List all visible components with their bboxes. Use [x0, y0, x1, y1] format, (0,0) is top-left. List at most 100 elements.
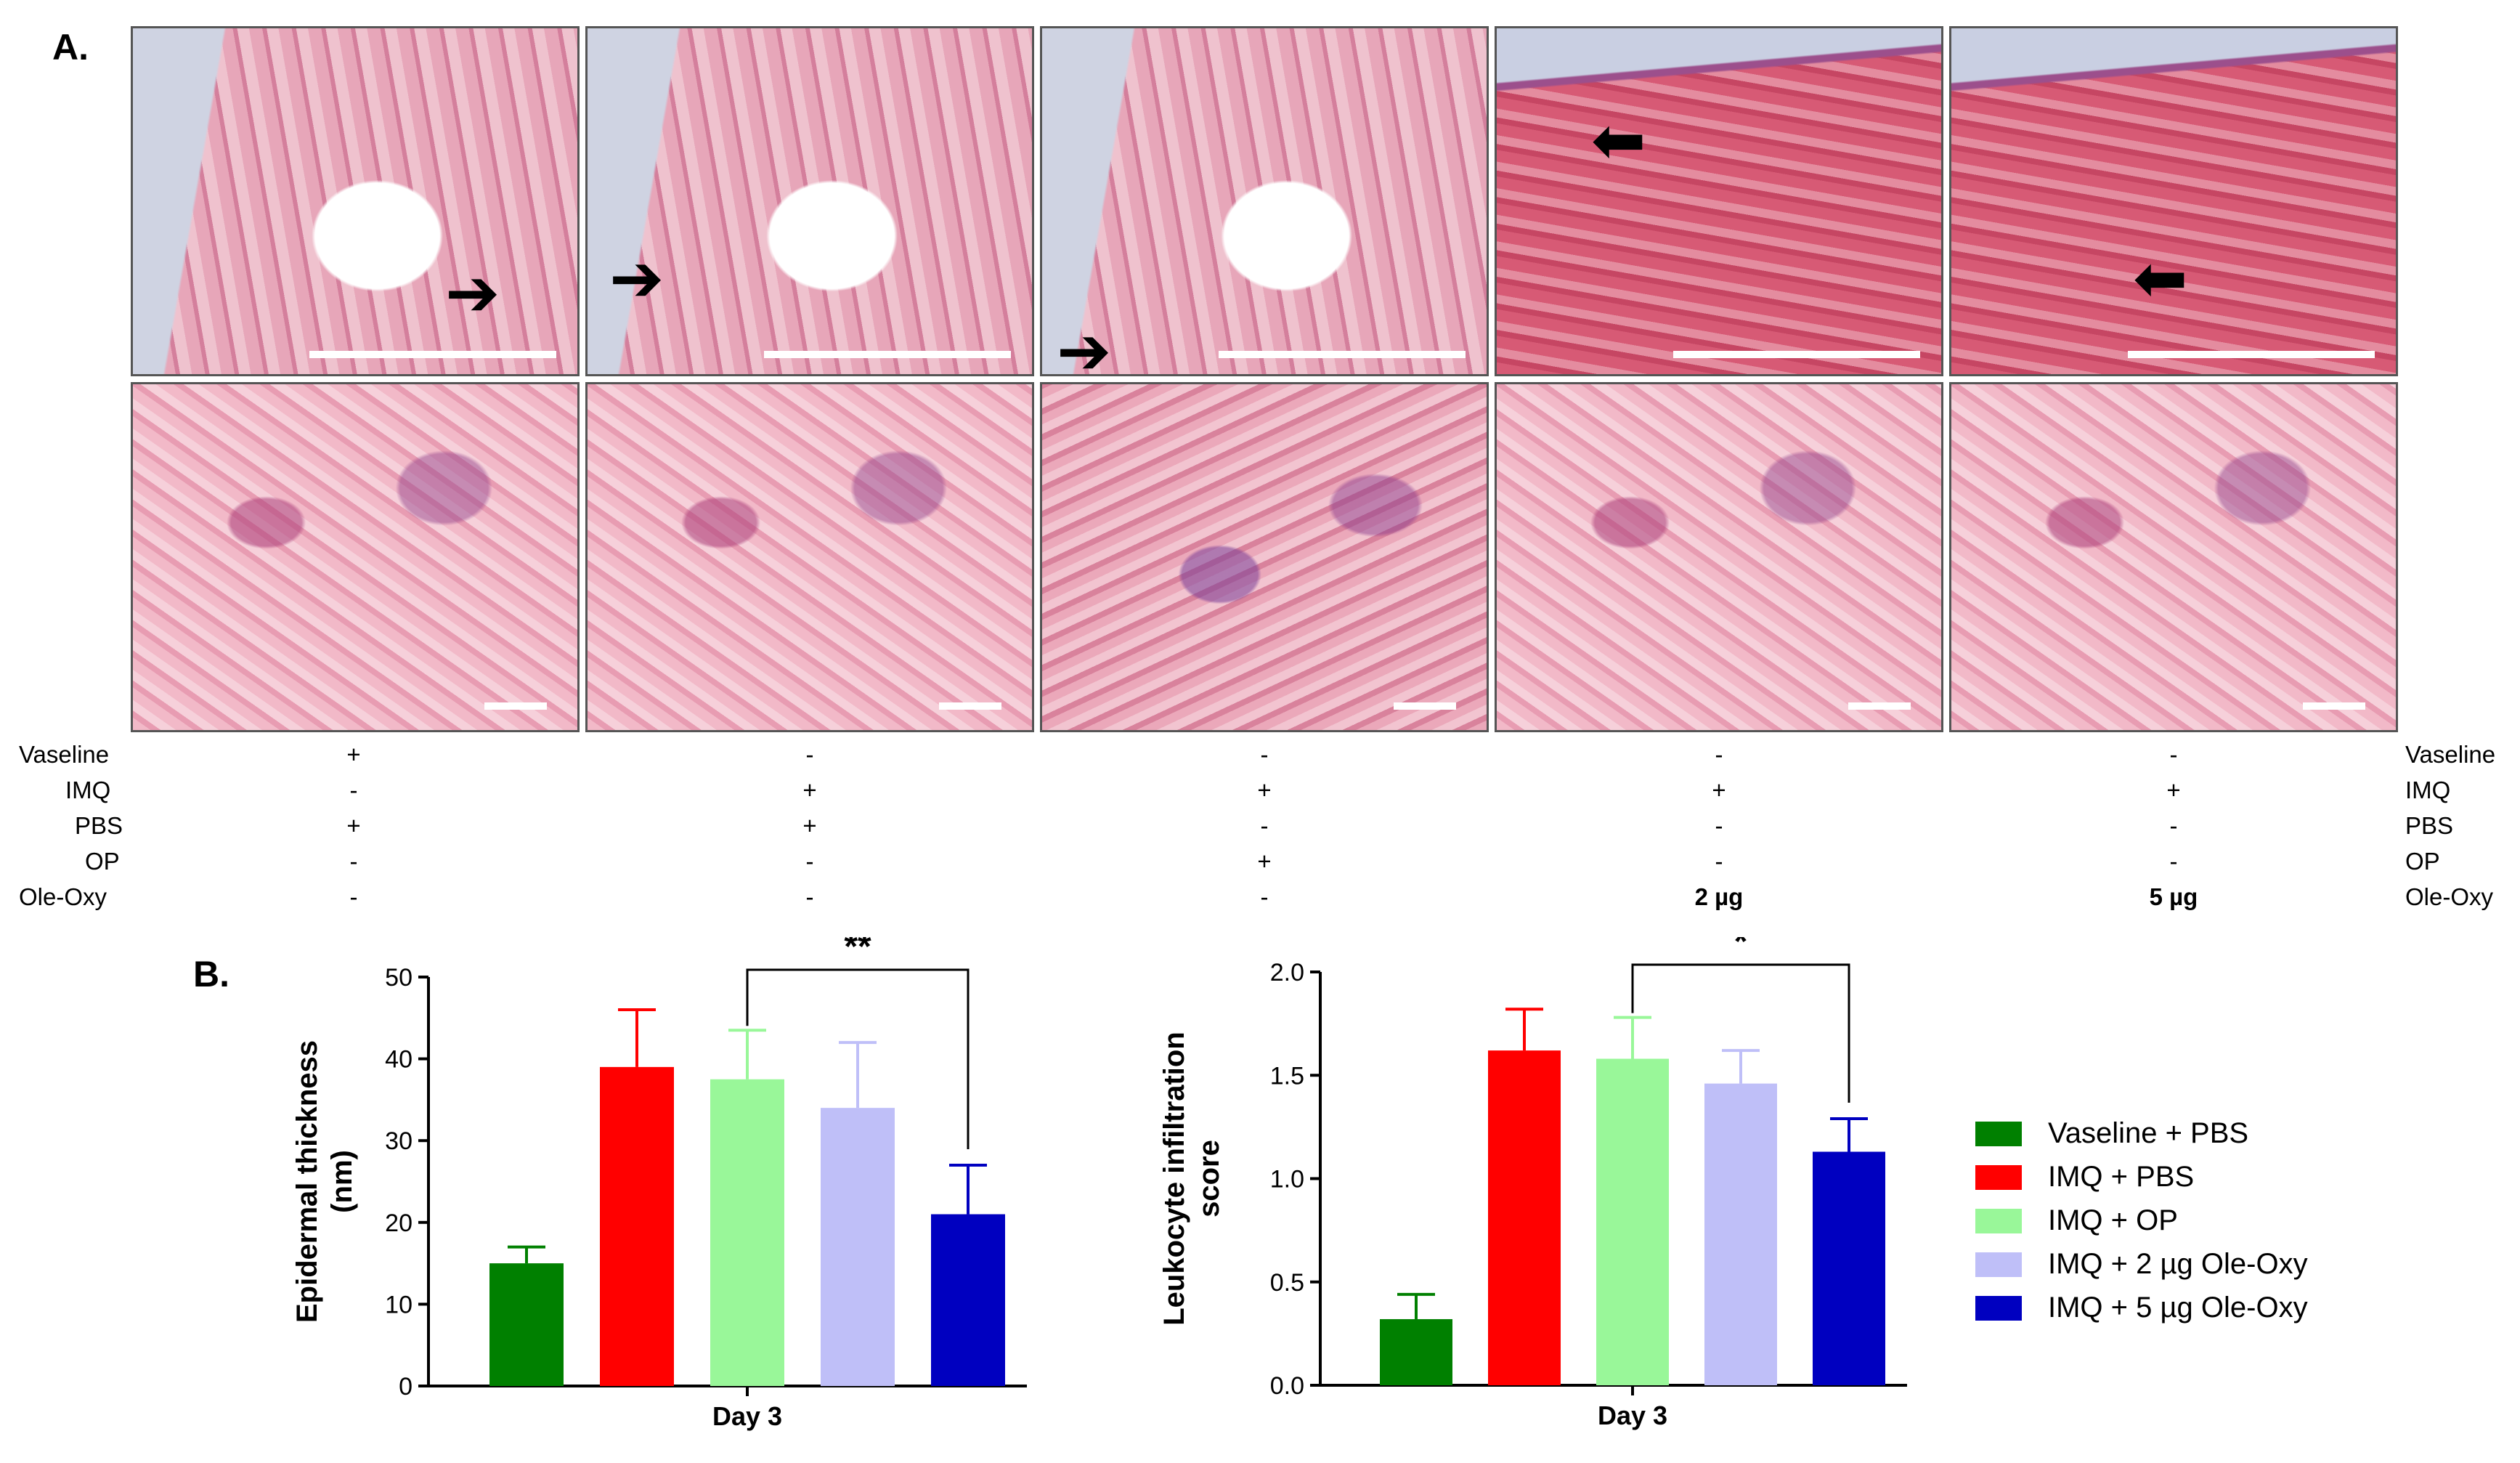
y-tick-label: 10 — [385, 1291, 412, 1318]
bar — [1813, 1151, 1885, 1385]
significance-label: ** — [844, 937, 871, 966]
legend-label: IMQ + PBS — [2048, 1161, 2195, 1193]
y-tick-label: 0 — [399, 1373, 412, 1401]
table-cell: + — [346, 741, 361, 768]
y-tick-label: 50 — [385, 964, 412, 992]
table-cell: - — [1260, 741, 1269, 768]
leukocyte-infiltration-chart: 0.0 0.5 1.0 1.5 2.0 Day 3 Leukocyte infiltrati… — [1158, 937, 1907, 1430]
x-axis-label: Day 3 — [1598, 1401, 1667, 1430]
scale-bar — [1673, 351, 1920, 358]
y-axis-label: Epidermal thickness (nm) — [291, 1040, 358, 1323]
micrograph-vaseline-pbs-high-mag — [131, 382, 580, 732]
micrograph-imq-pbs-low-mag: ➔ — [585, 26, 1034, 376]
table-cell: - — [805, 741, 814, 768]
scale-bar — [764, 351, 1011, 358]
bar — [710, 1079, 784, 1386]
table-cell: 2 µg — [1694, 883, 1744, 910]
micrograph-vaseline-pbs-low-mag: ➔ — [131, 26, 580, 376]
table-cell: + — [2166, 777, 2181, 803]
table-cell: + — [346, 812, 361, 839]
legend-swatch — [1975, 1296, 2022, 1321]
micrograph-imq-2ug-ole-oxy-high-mag — [1495, 382, 1943, 732]
row-label-right: Vaseline — [2405, 741, 2496, 768]
bar — [489, 1263, 564, 1386]
table-cell: + — [1257, 777, 1272, 803]
legend-label: IMQ + OP — [2048, 1204, 2178, 1236]
micrograph-imq-5ug-ole-oxy-low-mag: ⬅ — [1949, 26, 2398, 376]
y-tick-label: 1.0 — [1270, 1166, 1304, 1194]
bar — [600, 1066, 674, 1386]
row-label-left: OP — [85, 848, 120, 875]
table-cell: - — [2169, 741, 2178, 768]
table-cell: - — [349, 883, 358, 910]
y-axis-label: Leukocyte infiltration score — [1158, 1032, 1225, 1326]
significance-label: * — [1734, 937, 1748, 961]
significance-bracket — [746, 968, 970, 1149]
table-cell: - — [805, 848, 814, 875]
row-label-left: IMQ — [65, 777, 111, 803]
bar — [1704, 1083, 1777, 1385]
scale-bar — [1219, 351, 1466, 358]
y-tick-label: 1.5 — [1270, 1062, 1304, 1090]
table-cell: - — [349, 848, 358, 875]
table-cell: - — [1715, 741, 1723, 768]
arrow-right-icon: ➔ — [1057, 313, 1112, 376]
micrograph-imq-5ug-ole-oxy-high-mag — [1949, 382, 2398, 732]
table-cell: - — [349, 777, 358, 803]
table-cell: - — [1260, 812, 1269, 839]
y-tick-label: 2.0 — [1270, 959, 1304, 986]
table-cell: - — [2169, 812, 2178, 839]
arrow-left-icon: ⬅ — [2133, 240, 2188, 317]
scale-bar — [484, 702, 547, 710]
row-label-right: IMQ — [2405, 777, 2451, 803]
arrow-right-icon: ➔ — [609, 240, 664, 317]
table-cell: 5 µg — [2149, 883, 2198, 910]
epidermal-thickness-chart: 0 10 20 30 40 50 Day 3 Epidermal thickness (nm) *… — [291, 937, 1027, 1431]
scale-bar — [939, 702, 1001, 710]
scale-bar — [309, 351, 556, 358]
y-tick-label: 0.5 — [1270, 1269, 1304, 1297]
table-cell: - — [1715, 812, 1723, 839]
bar — [1380, 1318, 1452, 1385]
table-cell: - — [2169, 848, 2178, 875]
scale-bar — [2303, 702, 2365, 710]
bar — [1488, 1050, 1561, 1385]
y-tick-label: 0.0 — [1270, 1372, 1304, 1400]
legend-label: IMQ + 5 µg Ole-Oxy — [2048, 1292, 2308, 1324]
y-tick-label: 30 — [385, 1127, 412, 1155]
row-label-right: OP — [2405, 848, 2440, 875]
legend-swatch — [1975, 1209, 2022, 1233]
significance-bracket — [1631, 963, 1850, 1103]
table-cell: + — [1712, 777, 1726, 803]
table-cell: - — [1715, 848, 1723, 875]
scale-bar — [2128, 351, 2375, 358]
micrograph-imq-op-low-mag: ➔ — [1040, 26, 1489, 376]
legend-label: IMQ + 2 µg Ole-Oxy — [2048, 1248, 2308, 1280]
bar — [931, 1214, 1005, 1386]
legend-swatch — [1975, 1252, 2022, 1277]
legend-label: Vaseline + PBS — [2048, 1117, 2249, 1149]
y-axis-label-line: Epidermal thickness — [291, 1040, 323, 1323]
legend: Vaseline + PBS IMQ + PBS IMQ + OP IMQ + … — [1975, 1116, 2411, 1334]
arrow-right-icon: ➔ — [445, 255, 500, 331]
bar — [1596, 1058, 1669, 1385]
panel-a-label: A. — [52, 27, 89, 68]
table-cell: - — [1260, 883, 1269, 910]
y-axis-label-line: score — [1193, 1140, 1225, 1217]
row-label-right: Ole-Oxy — [2405, 883, 2494, 910]
table-cell: + — [1257, 848, 1272, 875]
arrow-left-icon: ⬅ — [1591, 102, 1646, 179]
bar — [821, 1108, 895, 1386]
y-axis-label-line: (nm) — [326, 1150, 358, 1213]
legend-swatch — [1975, 1165, 2022, 1190]
table-cell: - — [805, 883, 814, 910]
row-label-right: PBS — [2405, 812, 2454, 839]
panel-b-label: B. — [193, 954, 229, 994]
row-label-left: Vaseline — [19, 741, 110, 768]
scale-bar — [1848, 702, 1911, 710]
row-label-left: PBS — [75, 812, 123, 839]
x-axis-label: Day 3 — [712, 1401, 782, 1431]
y-axis-label-line: Leukocyte infiltration — [1158, 1032, 1190, 1326]
scale-bar — [1394, 702, 1456, 710]
row-label-left: Ole-Oxy — [19, 883, 107, 910]
